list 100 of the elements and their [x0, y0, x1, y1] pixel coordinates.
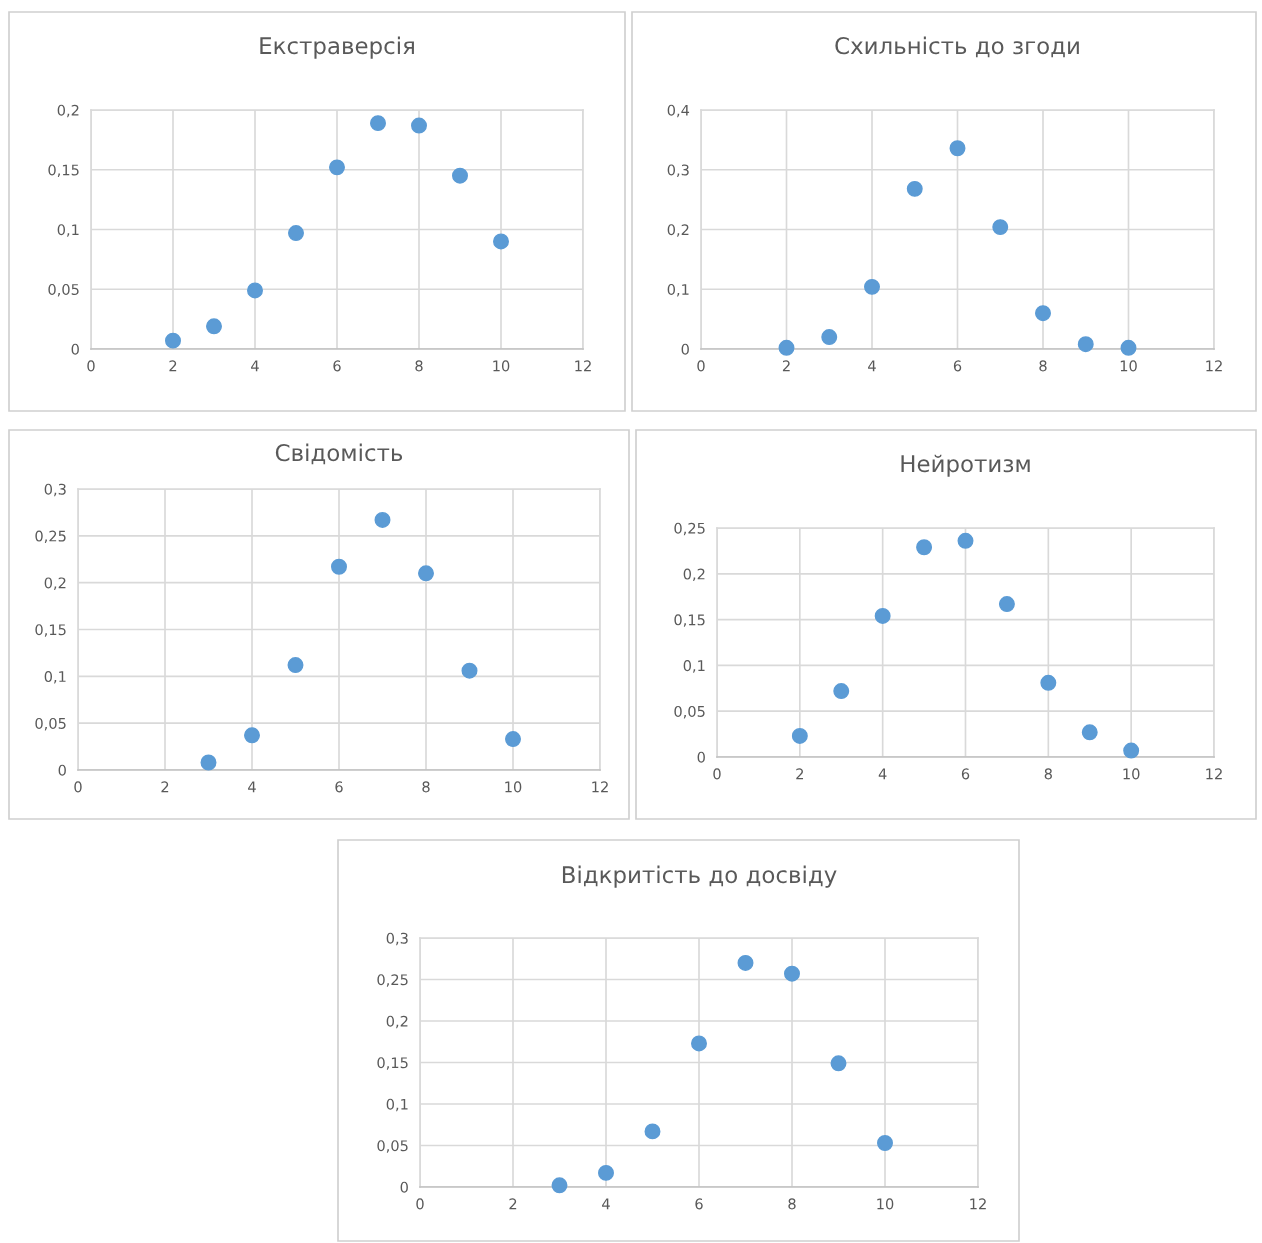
point — [957, 532, 974, 549]
y-tick-label: 0,1 — [386, 1098, 408, 1112]
x-tick-label: 2 — [509, 1198, 517, 1210]
x-tick-label: 10 — [1120, 360, 1137, 372]
x-tick-label: 2 — [796, 768, 804, 780]
point — [206, 318, 222, 335]
x-tick-label: 8 — [422, 781, 430, 793]
point — [370, 115, 386, 132]
x-tick-label: 6 — [695, 1198, 703, 1210]
x-tick-label: 12 — [1206, 768, 1222, 780]
y-tick-label: 0,3 — [44, 483, 66, 497]
y-tick-label: 0,25 — [35, 530, 66, 544]
x-tick-label: 4 — [868, 360, 876, 372]
y-tick-label: 0,05 — [674, 705, 705, 719]
y-tick-label: 0,3 — [667, 164, 689, 177]
x-tick-label: 6 — [961, 768, 970, 780]
y-tick-label: 0 — [71, 343, 79, 355]
point — [992, 219, 1009, 236]
y-tick-label: 0,2 — [44, 577, 66, 590]
point — [1123, 742, 1140, 759]
x-tick-label: 8 — [1044, 768, 1052, 780]
y-tick-label: 0,1 — [683, 660, 705, 673]
point — [1120, 339, 1137, 356]
point — [874, 607, 891, 624]
point — [1077, 336, 1094, 353]
x-tick-label: 4 — [602, 1198, 610, 1210]
chart-title: Нейротизм — [901, 454, 1030, 477]
point — [165, 332, 181, 349]
y-tick-label: 0,2 — [683, 568, 705, 582]
x-tick-label: 10 — [505, 781, 522, 793]
y-tick-label: 0,15 — [674, 614, 705, 627]
x-tick-label: 0 — [713, 768, 721, 780]
y-tick-label: 0,15 — [35, 624, 66, 637]
x-tick-label: 10 — [877, 1198, 894, 1210]
x-tick-label: 6 — [333, 360, 341, 372]
y-tick-label: 0,3 — [386, 932, 408, 946]
x-tick-label: 4 — [251, 360, 259, 372]
y-tick-label: 0,1 — [667, 283, 689, 297]
x-tick-label: 10 — [493, 360, 510, 372]
point — [644, 1123, 661, 1140]
x-tick-label: 4 — [878, 768, 887, 780]
point — [1040, 674, 1057, 691]
point — [791, 727, 808, 744]
point — [778, 339, 795, 356]
x-tick-label: 2 — [782, 360, 790, 372]
x-tick-label: 6 — [953, 360, 962, 372]
y-tick-label: 0,05 — [48, 283, 79, 297]
y-tick-label: 0,2 — [57, 104, 79, 118]
y-tick-label: 0,1 — [44, 671, 66, 684]
point — [864, 278, 880, 295]
point — [833, 683, 850, 700]
point — [821, 329, 838, 346]
point — [452, 167, 468, 184]
y-tick-label: 0,2 — [386, 1015, 408, 1029]
point — [877, 1135, 893, 1151]
point — [916, 539, 933, 556]
point — [784, 965, 800, 982]
x-tick-label: 8 — [1039, 360, 1047, 372]
point — [331, 558, 347, 575]
point — [691, 1035, 707, 1052]
point — [1081, 724, 1098, 741]
y-tick-label: 0 — [400, 1181, 408, 1193]
x-tick-label: 0 — [416, 1198, 424, 1210]
point — [411, 117, 427, 134]
x-tick-label: 10 — [1123, 768, 1140, 780]
y-tick-label: 0,25 — [377, 974, 408, 987]
y-tick-label: 0,05 — [377, 1140, 408, 1153]
chart-title: Екстраверсія — [260, 36, 414, 59]
y-tick-label: 0 — [697, 751, 705, 763]
point — [287, 657, 304, 674]
point — [461, 662, 478, 679]
y-tick-label: 0,25 — [674, 522, 705, 536]
x-tick-label: 4 — [248, 781, 256, 793]
x-tick-label: 8 — [788, 1198, 796, 1210]
point — [998, 596, 1015, 613]
point — [374, 511, 391, 528]
x-tick-label: 2 — [161, 781, 169, 793]
point — [329, 159, 345, 176]
point — [551, 1177, 568, 1194]
point — [505, 731, 521, 748]
y-tick-label: 0,05 — [35, 717, 66, 731]
point — [906, 180, 923, 197]
x-tick-label: 0 — [87, 360, 95, 372]
point — [1035, 305, 1051, 322]
chart-title: Свідомість — [275, 443, 403, 465]
y-tick-label: 0,4 — [667, 104, 690, 118]
y-tick-label: 0 — [681, 343, 689, 355]
point — [737, 954, 754, 971]
x-tick-label: 2 — [169, 360, 177, 372]
point — [244, 727, 260, 744]
chart-title: Схильність до згоди — [835, 36, 1079, 58]
x-tick-label: 12 — [970, 1198, 986, 1210]
x-tick-label: 12 — [1206, 360, 1222, 372]
chart-title: Відкритість до досвіду — [562, 865, 837, 888]
point — [200, 754, 217, 771]
x-tick-label: 12 — [592, 781, 608, 793]
point — [493, 233, 509, 250]
y-tick-label: 0,15 — [377, 1057, 408, 1070]
point — [247, 282, 263, 299]
point — [418, 565, 434, 582]
